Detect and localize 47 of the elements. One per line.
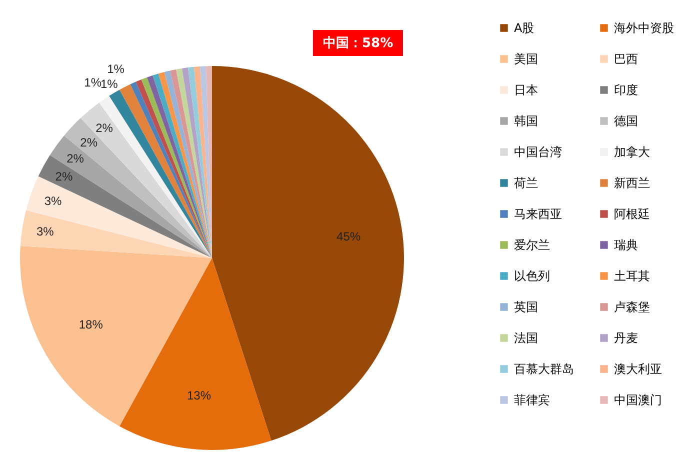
- data-label: 1%: [100, 77, 118, 92]
- legend-label: 爱尔兰: [514, 238, 550, 252]
- text: 中国：58%: [313, 30, 404, 56]
- legend-label: 日本: [514, 83, 538, 97]
- legend-label: 菲律宾: [514, 393, 550, 407]
- data-label: 2%: [66, 152, 84, 166]
- pie-slice: [182, 68, 212, 258]
- legend-label: 德国: [614, 114, 638, 128]
- legend-label: 加拿大: [614, 145, 650, 159]
- pie-slice: [20, 210, 212, 258]
- legend-label: 荷兰: [514, 176, 538, 190]
- data-label: 18%: [78, 318, 104, 332]
- legend-label: 中国台湾: [514, 145, 562, 159]
- data-label: 3%: [36, 224, 54, 239]
- data-label: 1%: [107, 62, 125, 76]
- legend-label: 印度: [614, 83, 638, 97]
- data-label: 2%: [55, 170, 73, 184]
- data-label: 1%: [84, 76, 102, 90]
- data-label: 3%: [44, 194, 62, 208]
- pie-slice: [188, 66, 212, 258]
- data-label: 2%: [96, 120, 114, 135]
- pie-slice: [194, 66, 212, 258]
- pie-slice: [212, 66, 404, 441]
- legend-label: 中国澳门: [614, 393, 662, 407]
- legend-label: 阿根廷: [614, 207, 650, 221]
- legend-label: 法国: [514, 331, 538, 345]
- pie-slice: [38, 155, 212, 258]
- legend-label: 巴西: [614, 52, 638, 66]
- legend-label: 英国: [514, 300, 538, 314]
- legend-label: 丹麦: [614, 331, 638, 345]
- legend-label: 卢森堡: [614, 300, 650, 314]
- pie-slice: [20, 246, 212, 426]
- pie-slice: [120, 258, 272, 450]
- legend-label: 海外中资股: [614, 21, 674, 35]
- legend-label: 韩国: [514, 114, 538, 128]
- legend-label: 土耳其: [614, 269, 650, 283]
- legend-label: 百慕大群岛: [514, 362, 574, 376]
- legend-label: 瑞典: [614, 238, 638, 252]
- legend-label: 新西兰: [614, 176, 650, 190]
- legend-label: 马来西亚: [514, 207, 562, 221]
- data-label: 2%: [80, 135, 98, 150]
- data-label: 45%: [336, 229, 361, 244]
- legend-label: 美国: [514, 52, 538, 66]
- data-label: 13%: [186, 388, 212, 403]
- legend-label: A股: [514, 21, 534, 35]
- legend-label: 以色列: [514, 269, 550, 283]
- legend-label: 澳大利亚: [614, 362, 662, 376]
